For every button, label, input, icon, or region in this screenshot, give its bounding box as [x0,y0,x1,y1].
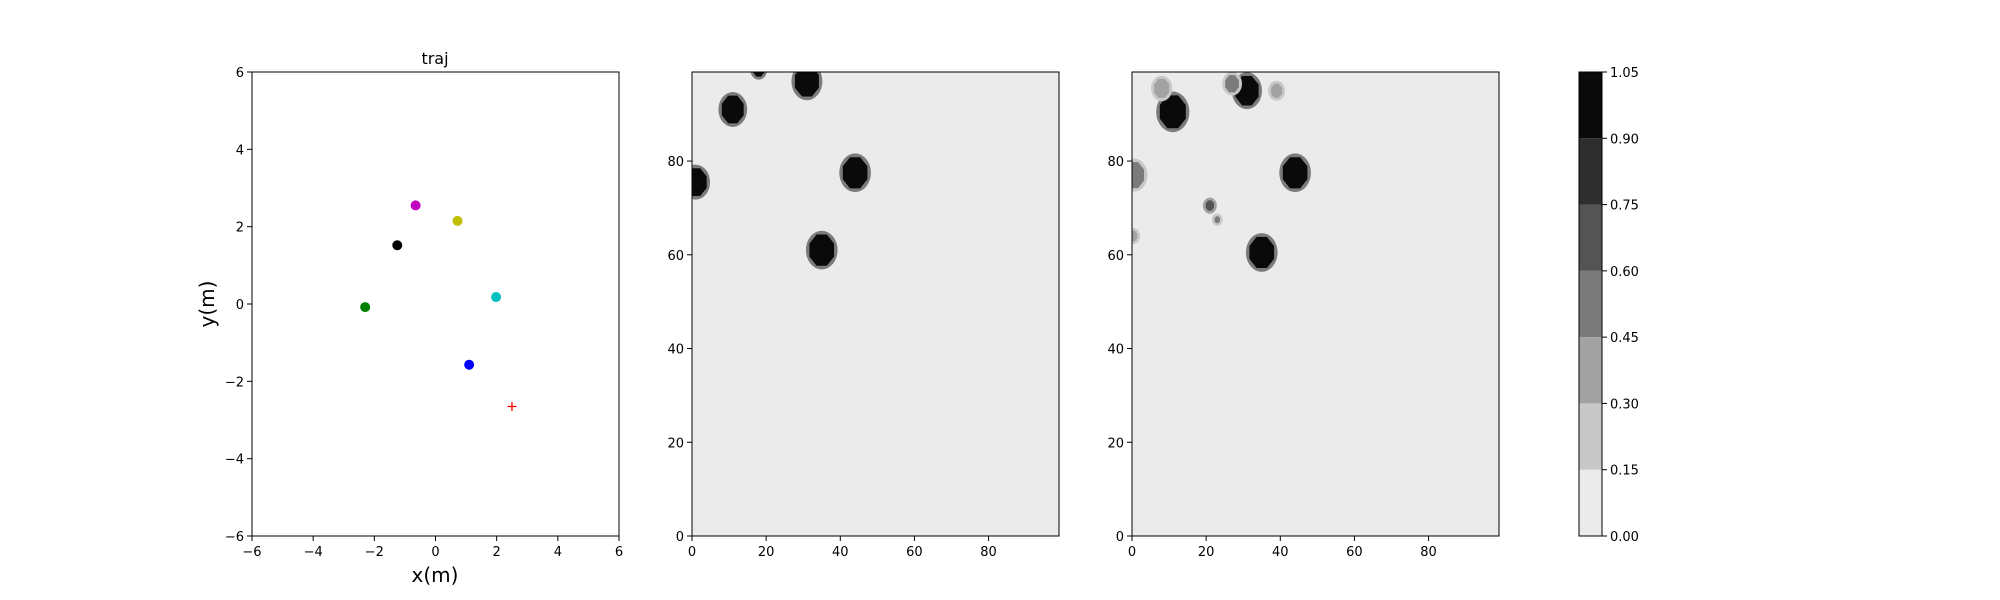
colorbar-segment [1579,337,1602,404]
x-tick-label: −6 [242,545,261,560]
heatmap-blob [721,95,744,124]
x-tick-label: 0 [1128,545,1136,560]
x-tick-label: 0 [431,545,439,560]
agent-point-1 [452,215,463,226]
x-tick-label: 80 [980,545,997,560]
colorbar-segment [1579,469,1602,536]
heatmap-blob [1225,75,1239,93]
colorbar-tick-label: 0.90 [1610,132,1639,147]
colorbar-tick-label: 0.15 [1610,464,1639,479]
traj-points [360,200,517,411]
x-tick-label: 40 [1272,545,1289,560]
heatmap-blob [1205,200,1214,211]
x-tick-label: 0 [688,545,696,560]
traj-xlabel: x(m) [412,563,459,587]
heatmap-blob [809,234,835,266]
agent-point-3 [491,292,502,303]
map-left-ticks: 0 20 40 60 80 0 20 40 60 80 [667,155,996,560]
colorbar-segment [1579,138,1602,205]
colorbar-segment [1579,72,1602,139]
traj-title: traj [421,49,448,68]
colorbar-segment [1579,270,1602,338]
colorbar-tick-label: 0.45 [1610,331,1639,346]
map-right-cells [1132,72,1499,536]
x-tick-label: 20 [1198,545,1215,560]
map-panel-left: 0 20 40 60 80 0 20 40 60 80 [667,71,1060,560]
x-tick-label: 6 [615,545,623,560]
y-tick-label: 0 [1116,530,1124,545]
traj-panel: traj −6 −4 −2 0 2 4 6 −6 −4 −2 0 2 4 6 x(m) y(m) [195,49,623,587]
y-tick-label: 0 [236,298,244,313]
y-tick-label: 4 [236,143,244,158]
y-tick-label: 0 [676,530,684,545]
y-tick-label: 2 [236,221,244,236]
y-tick-label: 40 [667,343,684,358]
map-panel-right: 0 20 40 60 80 0 20 40 60 80 [1107,71,1500,560]
colorbar-frame [1578,71,1603,537]
agent-point-4 [360,302,371,313]
colorbar-tick-label: 0.30 [1610,397,1639,412]
y-tick-label: 20 [667,436,684,451]
colorbar-segment [1579,403,1602,470]
y-tick-label: 80 [667,155,684,170]
colorbar-segments [1579,72,1602,536]
agent-point-0 [410,200,421,211]
map-right-frame [1131,71,1500,537]
heatmap-blob [1282,157,1308,189]
y-tick-label: 60 [667,249,684,264]
heatmap-background [1132,72,1499,536]
heatmap-blob [842,157,868,189]
traj-frame [251,71,620,537]
heatmap-blob [1154,78,1170,98]
y-tick-label: 60 [1107,249,1124,264]
x-tick-label: −2 [365,545,384,560]
x-tick-label: −4 [304,545,323,560]
goal-marker-6 [507,401,517,411]
x-tick-label: 40 [832,545,849,560]
y-tick-label: −6 [225,530,244,545]
colorbar-tick-label: 0.60 [1610,265,1639,280]
map-left-cells [692,72,1059,536]
heatmap-blob [1214,216,1220,224]
agent-point-2 [392,240,403,251]
colorbar-ticks: 0.00 0.15 0.30 0.45 0.60 0.75 0.90 1.05 [1602,66,1639,545]
x-tick-label: 20 [758,545,775,560]
map-left-frame [691,71,1060,537]
traj-ticks: −6 −4 −2 0 2 4 6 −6 −4 −2 0 2 4 6 [225,66,623,560]
agent-point-5 [464,359,475,370]
x-tick-label: 60 [906,545,923,560]
colorbar-segment [1579,204,1602,271]
heatmap-blob [692,168,707,196]
heatmap-blob [753,72,765,77]
heatmap-blob [1271,83,1283,98]
y-tick-label: −2 [225,375,244,390]
y-tick-label: −4 [225,453,244,468]
colorbar-tick-label: 0.75 [1610,199,1639,214]
heatmap-blob [1132,162,1145,189]
x-tick-label: 4 [554,545,562,560]
colorbar-tick-label: 0.00 [1610,530,1639,545]
x-tick-label: 60 [1346,545,1363,560]
heatmap-blob [1249,236,1275,268]
y-tick-label: 20 [1107,436,1124,451]
y-tick-label: 40 [1107,343,1124,358]
heatmap-blob [794,72,819,97]
y-tick-label: 80 [1107,155,1124,170]
map-right-ticks: 0 20 40 60 80 0 20 40 60 80 [1107,155,1436,560]
heatmap-blob [1159,95,1186,129]
heatmap-blob [1132,230,1138,242]
colorbar: 0.00 0.15 0.30 0.45 0.60 0.75 0.90 1.05 [1578,66,1639,545]
traj-ylabel: y(m) [195,281,219,328]
x-tick-label: 2 [493,545,501,560]
heatmap-background [692,72,1059,536]
colorbar-tick-label: 1.05 [1610,66,1639,81]
y-tick-label: 6 [236,66,244,81]
x-tick-label: 80 [1420,545,1437,560]
